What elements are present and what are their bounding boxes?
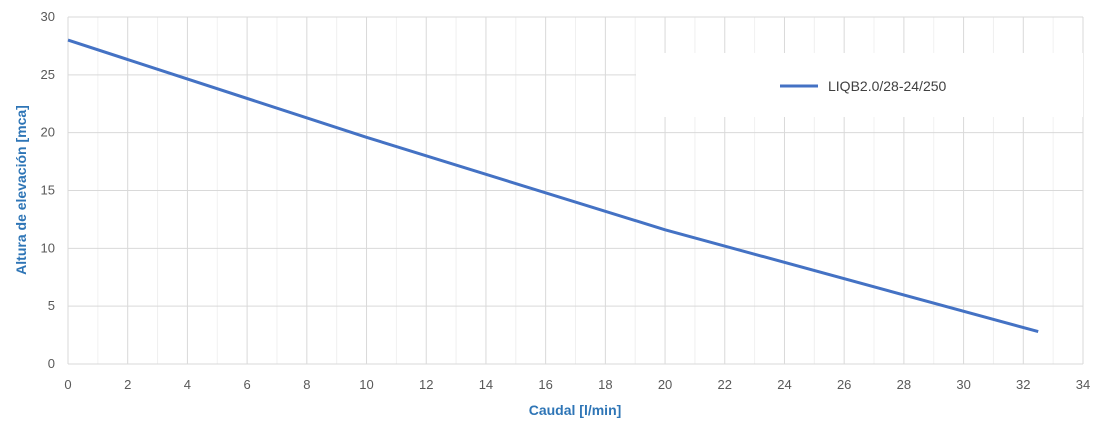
y-axis-title: Altura de elevación [mca] [13,105,29,275]
x-tick-label: 10 [359,377,373,392]
y-tick-label: 20 [41,125,55,140]
y-tick-label: 30 [41,9,55,24]
x-tick-label: 14 [479,377,493,392]
y-tick-label: 25 [41,67,55,82]
legend-label: LIQB2.0/28-24/250 [828,78,947,94]
series-line [67,38,1039,334]
y-tick-label: 10 [41,240,55,255]
legend-box [636,53,1083,117]
y-axis-tick-labels: 0 5 10 15 20 25 30 [41,9,55,371]
x-tick-label: 12 [419,377,433,392]
x-tick-label: 0 [64,377,71,392]
y-tick-label: 5 [48,298,55,313]
x-axis-title: Caudal [l/min] [529,402,622,418]
x-tick-label: 20 [658,377,672,392]
x-tick-label: 6 [244,377,251,392]
x-tick-label: 34 [1076,377,1090,392]
x-tick-label: 26 [837,377,851,392]
y-tick-label: 15 [41,183,55,198]
x-tick-label: 4 [184,377,191,392]
x-tick-label: 28 [897,377,911,392]
x-tick-label: 16 [538,377,552,392]
x-tick-label: 32 [1016,377,1030,392]
x-tick-label: 22 [718,377,732,392]
x-tick-label: 8 [303,377,310,392]
x-axis-tick-labels: 0 2 4 6 8 10 12 14 16 18 20 22 24 26 28 30 32 34 [64,377,1090,392]
x-tick-label: 18 [598,377,612,392]
x-tick-label: 30 [956,377,970,392]
y-tick-label: 0 [48,356,55,371]
legend: LIQB2.0/28-24/250 [636,53,1083,117]
x-tick-label: 24 [777,377,791,392]
x-tick-label: 2 [124,377,131,392]
series-layer [67,38,1039,334]
